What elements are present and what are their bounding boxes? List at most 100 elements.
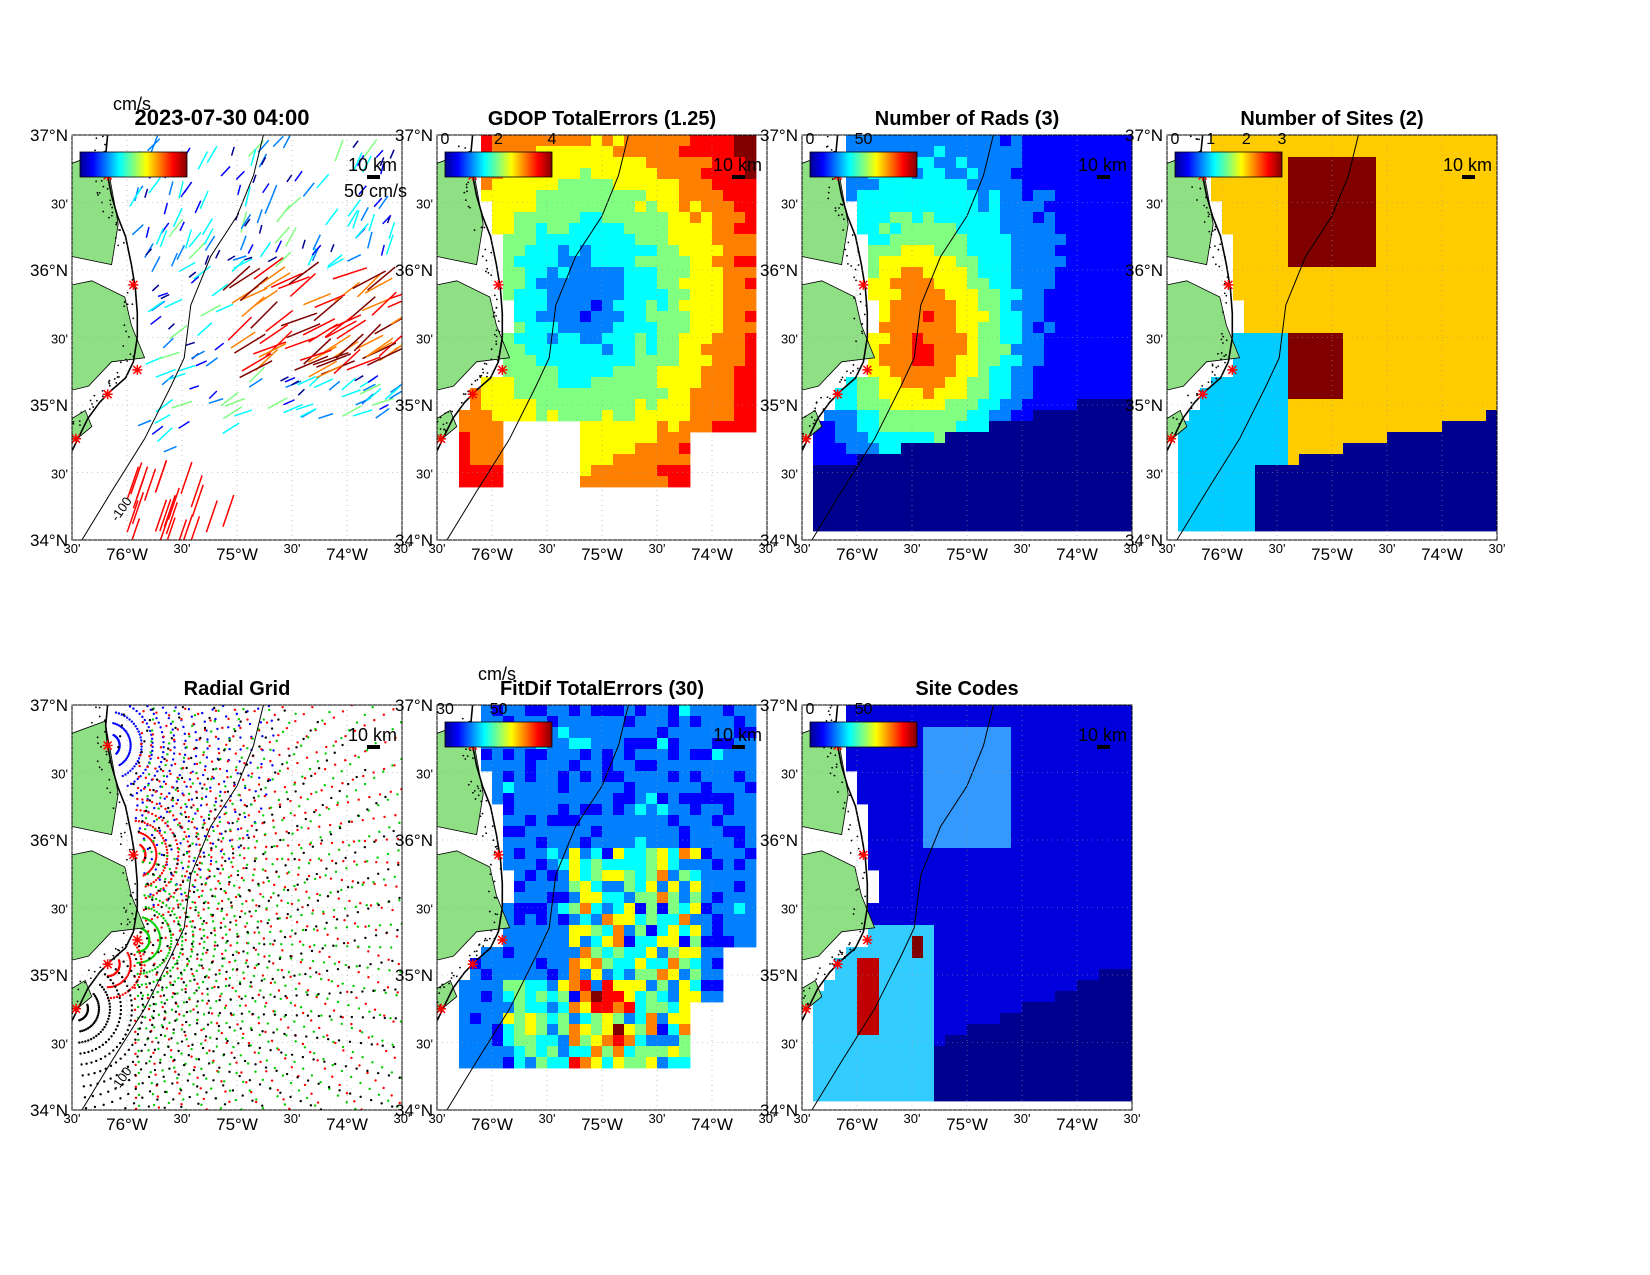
grid-cell bbox=[1055, 465, 1067, 477]
grid-cell bbox=[1343, 146, 1355, 158]
radial-grid-point bbox=[367, 1036, 370, 1039]
grid-cell bbox=[723, 333, 735, 345]
current-vector bbox=[390, 383, 402, 394]
grid-cell bbox=[503, 289, 515, 301]
grid-cell bbox=[591, 179, 603, 191]
radial-grid-point bbox=[162, 869, 165, 872]
grid-cell bbox=[1453, 300, 1465, 312]
radial-grid-point bbox=[152, 922, 155, 925]
grid-cell bbox=[1121, 311, 1132, 323]
coast-detail bbox=[813, 410, 816, 412]
grid-cell bbox=[580, 223, 592, 235]
current-vector bbox=[294, 170, 303, 182]
grid-cell bbox=[945, 289, 957, 301]
coast-detail bbox=[842, 218, 845, 221]
grid-cell bbox=[868, 212, 880, 224]
grid-cell bbox=[1343, 179, 1355, 191]
grid-cell bbox=[1033, 366, 1045, 378]
radial-grid-point bbox=[233, 727, 236, 731]
radial-grid-point bbox=[218, 882, 222, 885]
radial-grid-point bbox=[374, 839, 378, 842]
grid-cell bbox=[890, 267, 902, 279]
grid-cell bbox=[1442, 245, 1454, 257]
grid-cell bbox=[1332, 267, 1344, 279]
grid-cell bbox=[1321, 432, 1333, 444]
grid-cell bbox=[923, 344, 935, 356]
radial-grid-point bbox=[164, 877, 167, 881]
coast-detail bbox=[861, 323, 864, 325]
lat-tick-label: 35°N bbox=[1125, 396, 1163, 415]
grid-cell bbox=[701, 190, 713, 202]
radial-grid-point bbox=[160, 926, 163, 929]
radial-grid-point bbox=[156, 756, 160, 760]
grid-cell bbox=[1343, 509, 1355, 521]
radial-grid-point bbox=[142, 874, 145, 877]
grid-cell bbox=[1033, 190, 1045, 202]
grid-cell bbox=[1332, 256, 1344, 268]
grid-cell bbox=[956, 179, 968, 191]
grid-cell bbox=[989, 399, 1001, 411]
grid-cell bbox=[901, 399, 913, 411]
radial-grid-point bbox=[150, 867, 153, 871]
grid-cell bbox=[1288, 223, 1300, 235]
radial-grid-point bbox=[217, 902, 220, 905]
grid-cell bbox=[1387, 278, 1399, 290]
grid-cell bbox=[503, 179, 515, 191]
grid-cell bbox=[503, 256, 515, 268]
grid-cell bbox=[1453, 234, 1465, 246]
radial-grid-point bbox=[193, 762, 196, 766]
current-vector bbox=[347, 199, 362, 217]
grid-cell bbox=[712, 355, 724, 367]
land-mass-1 bbox=[72, 280, 146, 391]
grid-cell bbox=[989, 421, 1001, 433]
grid-cell bbox=[934, 509, 946, 521]
coast-detail bbox=[834, 207, 837, 209]
radial-grid-point bbox=[205, 921, 208, 925]
grid-cell bbox=[901, 311, 913, 323]
grid-cell bbox=[547, 234, 559, 246]
grid-cell bbox=[503, 212, 515, 224]
grid-cell bbox=[1343, 333, 1355, 345]
grid-cell bbox=[1121, 135, 1132, 147]
radial-grid-point bbox=[285, 916, 289, 920]
current-vector bbox=[333, 348, 361, 375]
current-vector bbox=[274, 251, 292, 268]
radial-grid-point bbox=[165, 795, 168, 798]
radial-grid-point bbox=[221, 705, 225, 708]
grid-cell bbox=[923, 245, 935, 257]
grid-cell bbox=[569, 322, 581, 334]
current-vector bbox=[388, 293, 402, 300]
current-vector bbox=[244, 186, 251, 207]
radial-grid-point bbox=[218, 816, 221, 819]
grid-cell bbox=[879, 234, 891, 246]
radial-grid-point bbox=[231, 986, 234, 990]
grid-cell bbox=[1387, 366, 1399, 378]
grid-cell bbox=[1044, 410, 1056, 422]
radial-grid-point bbox=[185, 851, 189, 855]
coast-detail bbox=[837, 214, 840, 217]
grid-cell bbox=[1121, 223, 1132, 235]
grid-cell bbox=[1277, 289, 1289, 301]
radial-grid-point bbox=[316, 1101, 320, 1104]
grid-cell bbox=[1332, 333, 1344, 345]
coast-detail bbox=[123, 305, 126, 308]
radial-grid-point bbox=[207, 813, 211, 817]
radial-grid-point bbox=[218, 820, 222, 824]
grid-cell bbox=[1121, 410, 1132, 422]
radial-grid-point bbox=[143, 821, 146, 825]
radial-grid-point bbox=[264, 869, 267, 872]
grid-cell bbox=[1365, 179, 1377, 191]
grid-cell bbox=[1343, 432, 1355, 444]
radial-grid-point bbox=[181, 826, 184, 829]
grid-cell bbox=[558, 245, 570, 257]
radial-grid-point bbox=[147, 773, 151, 776]
coast-detail bbox=[102, 185, 105, 188]
grid-cell bbox=[1442, 190, 1454, 202]
radial-grid-point bbox=[229, 775, 233, 779]
grid-cell bbox=[934, 157, 946, 169]
radial-grid-point bbox=[386, 798, 390, 801]
grid-cell bbox=[613, 135, 625, 147]
grid-cell bbox=[879, 465, 891, 477]
lat-tick-label: 37°N bbox=[30, 126, 68, 145]
grid-cell bbox=[701, 322, 713, 334]
